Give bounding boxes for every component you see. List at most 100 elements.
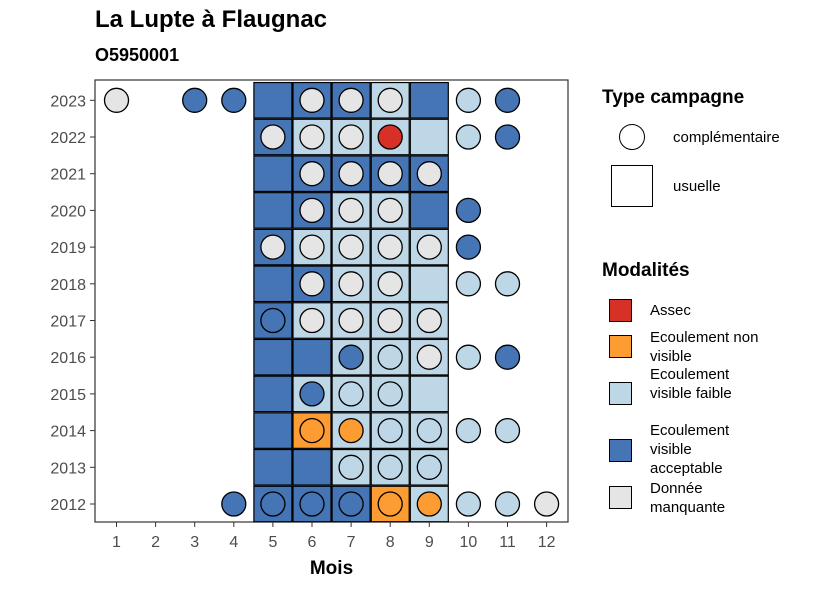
legend-nonvisible-label: Ecoulement non visible (650, 329, 759, 365)
complementaire-point (455, 491, 482, 517)
complementaire-point (494, 124, 521, 150)
complementaire-point (338, 197, 364, 224)
y-tick-label: 2023 (50, 93, 86, 110)
y-tick-label: 2018 (50, 277, 86, 294)
complementaire-point (494, 417, 521, 444)
complementaire-point (299, 234, 325, 260)
y-tick-label: 2022 (50, 130, 86, 147)
x-tick-label: 11 (499, 534, 516, 551)
complementaire-point (455, 417, 482, 444)
complementaire-point (299, 417, 325, 444)
complementaire-point (377, 381, 403, 407)
usuelle-cell (253, 338, 293, 376)
usuelle-cell (409, 81, 449, 119)
usuelle-cell (292, 338, 332, 376)
complementaire-point (455, 124, 482, 150)
complementaire-point (338, 454, 364, 480)
complementaire-point (338, 161, 364, 187)
legend-manquante-label: Donnée manquante (650, 480, 726, 516)
y-tick-label: 2015 (50, 387, 86, 404)
y-tick-label: 2017 (50, 314, 86, 331)
chart-title: La Lupte à Flaugnac (95, 6, 328, 33)
y-tick-label: 2014 (50, 424, 86, 441)
complementaire-point (377, 161, 403, 187)
complementaire-point (377, 307, 403, 334)
complementaire-point (338, 417, 364, 444)
usuelle-cell (253, 412, 293, 449)
complementaire-point (338, 307, 364, 334)
y-tick-label: 2016 (50, 350, 86, 367)
y-tick-label: 2020 (50, 203, 86, 220)
complementaire-point (494, 271, 521, 297)
usuelle-cell (409, 375, 449, 413)
complementaire-point (416, 234, 442, 260)
complementaire-point (377, 124, 403, 150)
legend-faible-key (609, 382, 632, 405)
usuelle-cell (409, 192, 449, 229)
complementaire-point (221, 87, 247, 113)
x-tick-label: 3 (190, 534, 199, 551)
legend-complementaire-label: complémentaire (673, 129, 780, 146)
complementaire-point (416, 454, 442, 480)
complementaire-point (455, 344, 482, 370)
legend-circle-marker (619, 124, 645, 150)
legend-acceptable-key (609, 439, 632, 462)
usuelle-cell (253, 155, 293, 193)
complementaire-point (455, 271, 482, 297)
complementaire-point (377, 271, 403, 297)
legend-modalites-title: Modalités (602, 260, 690, 281)
complementaire-point (260, 234, 286, 260)
complementaire-point (455, 87, 482, 113)
legend-faible-label: Ecoulement visible faible (650, 366, 732, 402)
usuelle-cell (253, 448, 293, 486)
y-tick-label: 2021 (50, 167, 86, 184)
complementaire-point (338, 87, 364, 113)
complementaire-point (260, 124, 286, 150)
legend-assec-label: Assec (650, 302, 691, 319)
x-tick-label: 7 (347, 534, 356, 551)
complementaire-point (299, 197, 325, 224)
x-tick-label: 5 (268, 534, 277, 551)
x-tick-label: 10 (460, 534, 478, 551)
complementaire-point (455, 234, 482, 260)
complementaire-point (299, 307, 325, 334)
complementaire-point (103, 87, 130, 113)
x-axis-title: Mois (310, 558, 353, 579)
complementaire-point (338, 271, 364, 297)
complementaire-point (299, 161, 325, 187)
x-tick-label: 8 (386, 534, 395, 551)
complementaire-point (299, 381, 325, 407)
usuelle-cell (292, 448, 332, 486)
complementaire-point (494, 344, 521, 370)
complementaire-point (299, 124, 325, 150)
complementaire-point (260, 307, 286, 334)
usuelle-cell (409, 118, 449, 156)
x-tick-label: 4 (229, 534, 238, 551)
x-tick-label: 9 (425, 534, 434, 551)
legend-nonvisible-key (609, 335, 632, 358)
complementaire-point (377, 234, 403, 260)
complementaire-point (494, 491, 521, 517)
x-tick-label: 1 (112, 534, 121, 551)
complementaire-point (338, 381, 364, 407)
legend-type-campagne-title: Type campagne (602, 87, 745, 108)
legend-assec-key (609, 299, 632, 322)
complementaire-point (494, 87, 521, 113)
complementaire-point (221, 491, 247, 517)
y-tick-label: 2012 (50, 497, 86, 514)
legend-acceptable-label: Ecoulement visible acceptable (650, 422, 730, 477)
usuelle-cell (409, 265, 449, 303)
legend-square-marker (611, 165, 653, 207)
y-tick-label: 2019 (50, 240, 86, 257)
complementaire-point (377, 417, 403, 444)
usuelle-cell (253, 375, 293, 413)
complementaire-point (377, 197, 403, 224)
legend-manquante-key (609, 486, 632, 509)
complementaire-point (377, 491, 403, 517)
complementaire-point (299, 491, 325, 517)
complementaire-point (416, 491, 442, 517)
complementaire-point (338, 234, 364, 260)
complementaire-point (299, 271, 325, 297)
usuelle-cell (253, 192, 293, 229)
